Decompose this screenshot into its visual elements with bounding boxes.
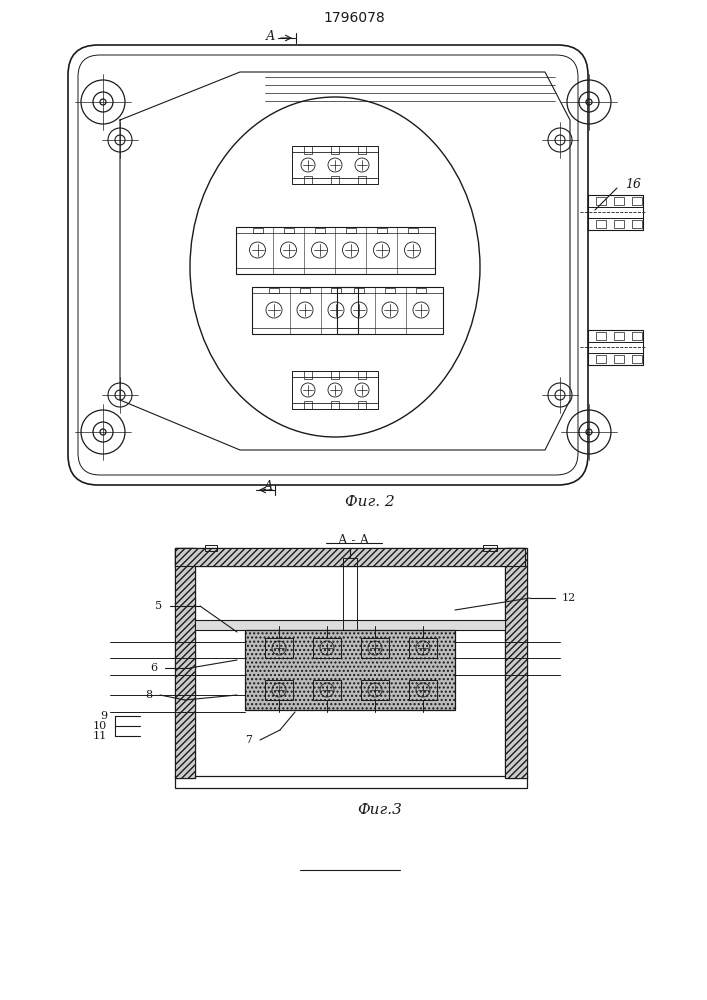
Bar	[252, 286, 358, 334]
Bar	[337, 286, 443, 334]
Bar	[235, 227, 435, 273]
Bar	[596, 332, 606, 340]
Bar	[265, 638, 293, 658]
Text: А: А	[265, 29, 275, 42]
Bar	[614, 332, 624, 340]
Bar	[245, 630, 455, 710]
Bar	[361, 680, 389, 700]
Bar	[175, 548, 525, 566]
Bar	[354, 288, 364, 292]
Text: 11: 11	[93, 731, 107, 741]
Bar	[596, 355, 606, 363]
Bar	[614, 197, 624, 205]
Bar	[588, 218, 643, 230]
Bar	[614, 220, 624, 228]
Bar	[361, 638, 389, 658]
Bar	[304, 401, 312, 409]
Bar	[416, 288, 426, 292]
Bar	[175, 776, 527, 788]
Text: Фиг.3: Фиг.3	[358, 803, 402, 817]
Bar	[269, 288, 279, 292]
Bar	[409, 680, 437, 700]
Bar	[331, 176, 339, 184]
Bar	[315, 228, 325, 232]
Bar	[313, 680, 341, 700]
Bar	[304, 176, 312, 184]
Bar	[588, 330, 643, 365]
Bar	[632, 197, 642, 205]
Bar	[175, 548, 195, 778]
Bar	[385, 288, 395, 292]
Bar	[614, 355, 624, 363]
Bar	[377, 228, 387, 232]
Text: А - А: А - А	[339, 534, 370, 546]
Text: Фиг. 2: Фиг. 2	[345, 495, 395, 509]
Text: 9: 9	[100, 711, 107, 721]
Bar	[358, 176, 366, 184]
Bar	[588, 353, 643, 365]
Text: 1796078: 1796078	[323, 11, 385, 25]
Text: А: А	[263, 481, 273, 493]
Bar	[588, 195, 643, 230]
Bar	[292, 146, 378, 184]
Bar	[300, 288, 310, 292]
Bar	[346, 228, 356, 232]
Bar	[331, 371, 339, 379]
Bar	[409, 638, 437, 658]
Bar	[331, 288, 341, 292]
Bar	[343, 558, 357, 630]
Text: 5: 5	[155, 601, 162, 611]
Bar	[596, 197, 606, 205]
Bar	[632, 332, 642, 340]
Bar	[313, 638, 341, 658]
Bar	[407, 228, 418, 232]
Bar	[175, 548, 525, 566]
Bar	[304, 371, 312, 379]
Bar	[588, 195, 643, 207]
Text: 10: 10	[93, 721, 107, 731]
Bar	[292, 371, 378, 409]
Bar	[358, 401, 366, 409]
Bar	[331, 146, 339, 154]
Bar	[505, 548, 527, 778]
Text: 12: 12	[562, 593, 576, 603]
FancyBboxPatch shape	[68, 45, 588, 485]
Bar	[632, 220, 642, 228]
Bar	[304, 146, 312, 154]
Text: 7: 7	[245, 735, 252, 745]
Bar	[175, 548, 195, 778]
Bar	[205, 545, 217, 551]
Text: 16: 16	[625, 178, 641, 192]
Bar	[483, 545, 497, 551]
Bar	[284, 228, 293, 232]
Bar	[632, 355, 642, 363]
Bar	[358, 371, 366, 379]
Bar	[195, 620, 505, 630]
Bar	[331, 401, 339, 409]
Text: 8: 8	[145, 690, 152, 700]
Bar	[505, 548, 527, 778]
Bar	[252, 228, 262, 232]
Bar	[358, 146, 366, 154]
Bar	[265, 680, 293, 700]
Bar	[596, 220, 606, 228]
Text: 6: 6	[150, 663, 157, 673]
Bar	[588, 330, 643, 342]
